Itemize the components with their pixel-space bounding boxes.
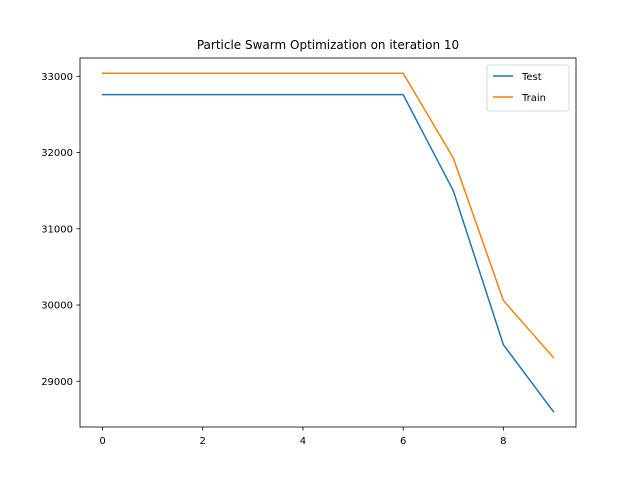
legend: Test Train [486,64,570,112]
series-layer [101,72,555,413]
legend-label-test: Test [521,72,542,83]
y-tick-label: 32000 [41,148,73,159]
x-axis-ticks: 0 2 4 6 8 [99,427,507,447]
legend-label-train: Train [521,93,546,104]
y-tick-label: 29000 [41,377,73,388]
x-tick-label: 0 [99,436,105,447]
x-tick-label: 4 [300,436,306,447]
y-axis-ticks: 29000 30000 31000 32000 33000 [41,72,80,388]
x-tick-label: 6 [400,436,406,447]
x-tick-label: 8 [500,436,506,447]
y-tick-label: 33000 [41,72,73,83]
y-tick-label: 31000 [41,224,73,235]
series-line-train [101,72,555,359]
plot-frame [79,57,577,428]
y-tick-label: 30000 [41,301,73,312]
chart-title: Particle Swarm Optimization on iteration… [197,38,459,52]
x-tick-label: 2 [200,436,206,447]
series-line-test [101,93,555,413]
